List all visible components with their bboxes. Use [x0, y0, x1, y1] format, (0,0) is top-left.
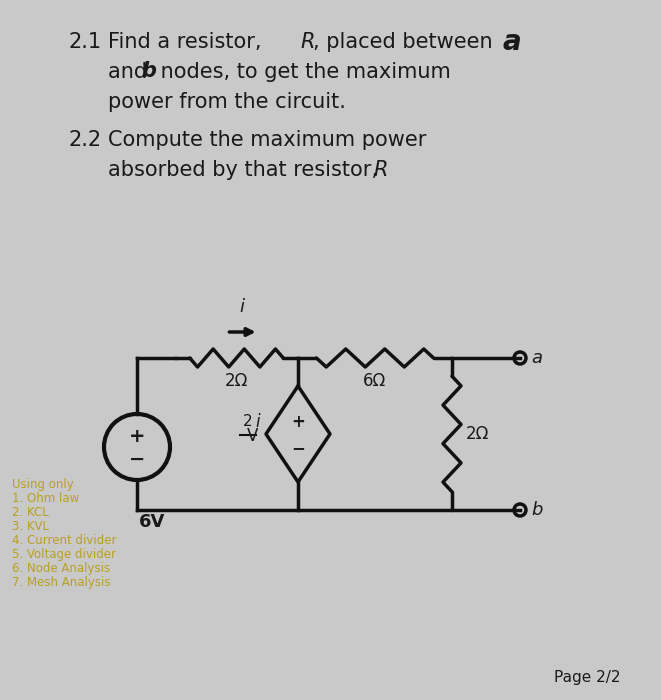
- Text: 2.2: 2.2: [68, 130, 101, 150]
- Text: +: +: [129, 428, 145, 447]
- Text: Page 2/2: Page 2/2: [553, 670, 620, 685]
- Text: 1. Ohm law: 1. Ohm law: [12, 492, 79, 505]
- Text: i: i: [239, 298, 244, 316]
- Text: −: −: [291, 439, 305, 457]
- Text: 6Ω: 6Ω: [364, 372, 387, 390]
- Text: 2.1: 2.1: [68, 32, 101, 52]
- Text: 3. KVL: 3. KVL: [12, 520, 49, 533]
- Text: Find a resistor,: Find a resistor,: [108, 32, 268, 52]
- Text: 5. Voltage divider: 5. Voltage divider: [12, 548, 116, 561]
- Text: absorbed by that resistor,: absorbed by that resistor,: [108, 160, 385, 180]
- Text: R: R: [373, 160, 387, 180]
- Circle shape: [514, 352, 526, 364]
- Text: a: a: [531, 349, 542, 367]
- Text: V: V: [247, 427, 258, 445]
- Text: Compute the maximum power: Compute the maximum power: [108, 130, 426, 150]
- Text: 2. KCL: 2. KCL: [12, 506, 49, 519]
- Text: R: R: [300, 32, 315, 52]
- Circle shape: [514, 504, 526, 516]
- Text: b: b: [531, 501, 543, 519]
- Text: and: and: [108, 62, 154, 82]
- Text: Using only: Using only: [12, 478, 74, 491]
- Text: 4. Current divider: 4. Current divider: [12, 534, 116, 547]
- Text: nodes, to get the maximum: nodes, to get the maximum: [154, 62, 451, 82]
- Text: 2: 2: [243, 414, 253, 430]
- Text: power from the circuit.: power from the circuit.: [108, 92, 346, 112]
- Text: 2Ω: 2Ω: [466, 425, 489, 443]
- Text: i: i: [255, 413, 260, 431]
- Text: 2Ω: 2Ω: [225, 372, 248, 390]
- Text: 6V: 6V: [139, 513, 165, 531]
- Text: , placed between: , placed between: [313, 32, 499, 52]
- Text: −: −: [129, 449, 145, 468]
- Text: 6. Node Analysis: 6. Node Analysis: [12, 562, 110, 575]
- Text: 7. Mesh Analysis: 7. Mesh Analysis: [12, 576, 110, 589]
- Text: a: a: [503, 28, 522, 56]
- Text: b: b: [141, 61, 156, 81]
- Text: +: +: [291, 413, 305, 431]
